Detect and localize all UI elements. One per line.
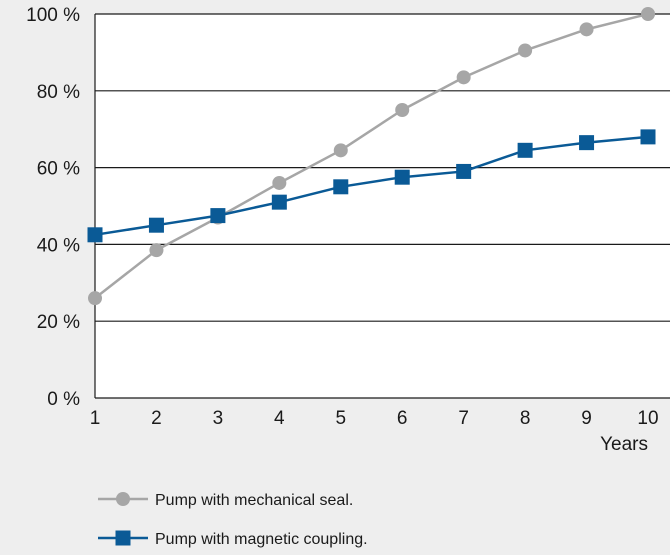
plot-area [95, 14, 670, 398]
x-tick-label: 10 [637, 408, 658, 429]
y-tick-label: 60 % [37, 159, 80, 180]
legend-marker [115, 530, 131, 546]
legend-item: Pump with mechanical seal. [98, 492, 353, 509]
data-point [272, 175, 287, 190]
series-2 [87, 129, 656, 243]
x-tick-label: 8 [520, 408, 531, 429]
data-point [88, 291, 102, 306]
x-tick-label: 7 [458, 408, 469, 429]
y-tick-labels: 0 % 20 % 40 % 60 % 80 % 100 % [26, 5, 80, 410]
x-axis-label: Years [600, 434, 648, 455]
data-point [456, 163, 472, 179]
data-point [333, 179, 349, 195]
data-point [149, 243, 164, 258]
y-tick-label: 100 % [26, 5, 80, 26]
data-point [210, 208, 226, 224]
y-tick-label: 0 % [47, 389, 80, 410]
y-tick-label: 20 % [37, 312, 80, 333]
legend-item: Pump with magnetic coupling. [98, 530, 368, 548]
data-point [271, 194, 287, 210]
series-line [94, 135, 649, 237]
data-point [333, 143, 348, 158]
legend-marker [116, 492, 130, 506]
y-tick-label: 80 % [37, 82, 80, 103]
y-tick-label: 40 % [37, 235, 80, 256]
data-point [517, 142, 533, 158]
data-point [518, 43, 533, 58]
x-tick-label: 9 [581, 408, 592, 429]
series-line [94, 12, 649, 300]
x-tick-labels: 1 2 3 4 5 6 7 8 9 10 [90, 408, 659, 429]
data-point [640, 129, 656, 145]
data-point [579, 22, 594, 37]
legend: Pump with mechanical seal. Pump with magn… [98, 492, 368, 548]
data-point [148, 217, 164, 233]
grid [95, 13, 670, 399]
data-point [641, 7, 655, 21]
x-tick-label: 1 [90, 408, 101, 429]
legend-label: Pump with mechanical seal. [155, 492, 353, 509]
x-tick-label: 5 [335, 408, 346, 429]
x-tick-label: 6 [397, 408, 408, 429]
data-point [87, 227, 103, 243]
data-point [456, 70, 471, 85]
data-point [579, 135, 595, 151]
data-point [395, 103, 410, 117]
series [87, 7, 656, 306]
legend-label: Pump with magnetic coupling. [155, 531, 368, 548]
x-tick-label: 3 [213, 408, 224, 429]
data-point [394, 169, 410, 185]
x-tick-label: 2 [151, 408, 162, 429]
x-tick-label: 4 [274, 408, 285, 429]
